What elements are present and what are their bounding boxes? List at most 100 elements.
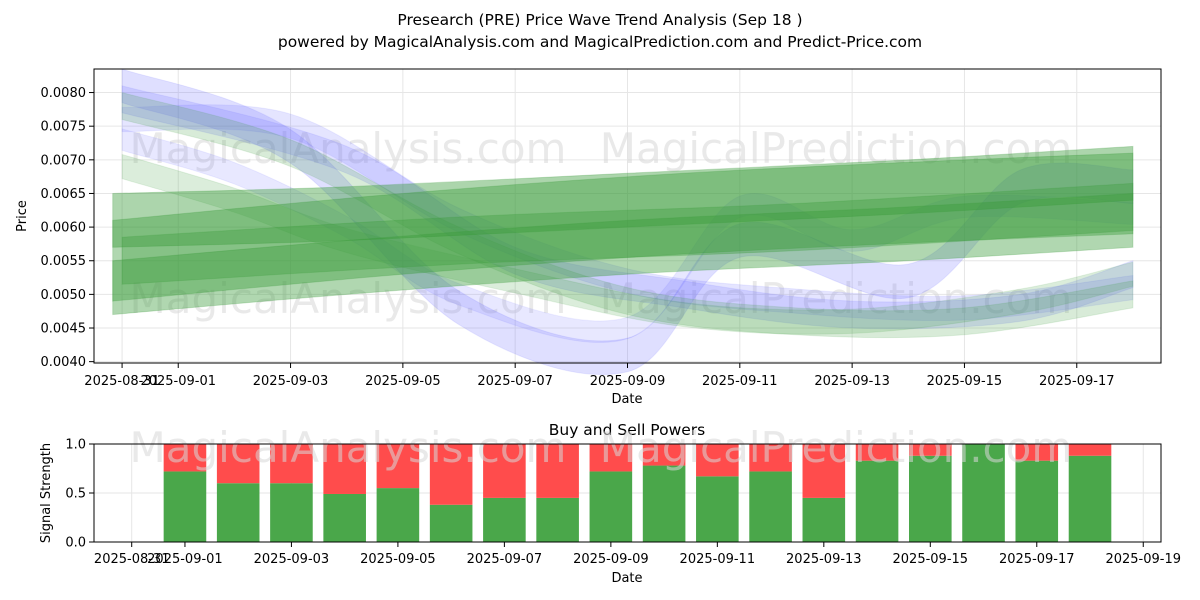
sell-power-bar bbox=[909, 444, 952, 456]
buy-power-bar bbox=[376, 488, 420, 542]
price-x-tick-label: 2025-09-13 bbox=[814, 374, 890, 389]
buy-sell-x-tick-label: 2025-09-19 bbox=[1105, 552, 1181, 567]
green-wave-band bbox=[112, 145, 1134, 248]
buy-sell-x-tick-label: 2025-09-11 bbox=[680, 552, 756, 567]
sell-power-bar bbox=[642, 444, 686, 466]
green-wave-band bbox=[112, 192, 1134, 316]
buy-power-bar bbox=[909, 455, 952, 542]
buy-sell-y-tick-label: 0.5 bbox=[65, 487, 86, 502]
sell-power-bar bbox=[216, 444, 260, 484]
buy-power-bar bbox=[483, 497, 526, 542]
sell-power-bar bbox=[270, 444, 313, 484]
watermark-text: MagicalPrediction.com bbox=[600, 423, 1073, 472]
buy-power-bar bbox=[1068, 455, 1112, 542]
buy-power-bar bbox=[855, 460, 899, 542]
buy-sell-x-axis-label: Date bbox=[611, 571, 642, 586]
price-x-tick-label: 2025-09-03 bbox=[253, 374, 329, 389]
blue-wave-band bbox=[121, 128, 1134, 343]
buy-sell-x-tick-label: 2025-09-03 bbox=[254, 552, 330, 567]
chart-title: Presearch (PRE) Price Wave Trend Analysi… bbox=[397, 11, 802, 29]
sell-power-bar bbox=[802, 444, 846, 498]
buy-power-bar bbox=[270, 483, 313, 542]
price-wave-panel: MagicalAnalysis.com MagicalPrediction.co… bbox=[15, 68, 1162, 407]
watermark-text: MagicalAnalysis.com bbox=[130, 274, 567, 323]
buy-sell-x-tick-label: 2025-08-31 bbox=[94, 552, 170, 567]
buy-sell-x-tick-label: 2025-09-01 bbox=[147, 552, 223, 567]
price-y-tick-label: 0.0055 bbox=[41, 254, 87, 269]
price-grid bbox=[94, 69, 1161, 363]
buy-sell-y-ticks: 0.0 0.5 1.0 bbox=[65, 438, 94, 551]
buy-power-bar bbox=[749, 471, 792, 542]
blue-wave-band bbox=[121, 104, 1134, 322]
watermark-text: MagicalPrediction.com bbox=[600, 274, 1073, 323]
price-x-tick-label: 2025-08-31 bbox=[84, 374, 160, 389]
sell-power-bar bbox=[536, 444, 579, 498]
price-watermarks: MagicalAnalysis.com MagicalPrediction.co… bbox=[130, 124, 1073, 323]
sell-power-bar bbox=[483, 444, 526, 498]
chart-subtitle: powered by MagicalAnalysis.com and Magic… bbox=[278, 33, 922, 51]
blue-wave-band bbox=[121, 68, 1134, 375]
price-y-tick-label: 0.0040 bbox=[41, 355, 87, 370]
buy-sell-x-tick-label: 2025-09-13 bbox=[786, 552, 862, 567]
price-x-tick-label: 2025-09-17 bbox=[1039, 374, 1115, 389]
sell-power-bar bbox=[376, 444, 420, 489]
buy-sell-x-tick-label: 2025-09-07 bbox=[467, 552, 543, 567]
price-x-tick-label: 2025-09-15 bbox=[927, 374, 1003, 389]
sell-power-bar bbox=[1068, 444, 1112, 456]
green-wave-band bbox=[112, 152, 1134, 302]
sell-power-bar bbox=[429, 444, 473, 505]
buy-power-bar bbox=[962, 444, 1005, 542]
buy-power-bar bbox=[323, 493, 366, 542]
sell-power-bar bbox=[163, 444, 207, 472]
green-wave-band bbox=[121, 182, 1134, 285]
price-y-tick-label: 0.0065 bbox=[41, 187, 87, 202]
price-y-tick-label: 0.0075 bbox=[41, 120, 87, 135]
buy-sell-x-tick-label: 2025-09-05 bbox=[360, 552, 436, 567]
price-y-tick-label: 0.0070 bbox=[41, 153, 87, 168]
buy-sell-y-tick-label: 1.0 bbox=[65, 438, 86, 453]
sell-power-bar bbox=[855, 444, 899, 461]
buy-power-bar bbox=[802, 497, 846, 542]
blue-wave-band bbox=[121, 85, 1134, 330]
buy-power-bar bbox=[536, 497, 579, 542]
buy-sell-bars bbox=[163, 444, 1112, 542]
buy-sell-title: Buy and Sell Powers bbox=[549, 421, 706, 439]
price-wave-series bbox=[112, 68, 1134, 375]
price-y-axis-label: Price bbox=[15, 200, 30, 232]
price-y-tick-label: 0.0045 bbox=[41, 322, 87, 337]
buy-power-bar bbox=[696, 476, 739, 542]
buy-sell-panel: Buy and Sell Powers MagicalAnalysis.com … bbox=[39, 421, 1181, 586]
buy-sell-y-axis-label: Signal Strength bbox=[39, 443, 54, 543]
buy-power-bar bbox=[589, 471, 633, 542]
buy-sell-x-tick-label: 2025-09-17 bbox=[999, 552, 1075, 567]
watermark-text: MagicalPrediction.com bbox=[600, 124, 1073, 173]
price-x-tick-label: 2025-09-01 bbox=[140, 374, 216, 389]
buy-sell-x-tick-label: 2025-09-09 bbox=[573, 552, 649, 567]
sell-power-bar bbox=[1015, 444, 1059, 461]
buy-power-bar bbox=[163, 471, 207, 542]
watermark-text: MagicalAnalysis.com bbox=[130, 423, 567, 472]
sell-power-bar bbox=[323, 444, 366, 494]
buy-sell-x-tick-label: 2025-09-15 bbox=[893, 552, 969, 567]
price-x-tick-label: 2025-09-07 bbox=[477, 374, 553, 389]
price-y-tick-label: 0.0080 bbox=[41, 86, 87, 101]
price-x-tick-label: 2025-09-11 bbox=[702, 374, 778, 389]
green-wave-band bbox=[121, 91, 1134, 339]
buy-power-bar bbox=[642, 465, 686, 542]
buy-power-bar bbox=[1015, 460, 1059, 542]
price-x-tick-label: 2025-09-05 bbox=[365, 374, 441, 389]
buy-power-bar bbox=[429, 504, 473, 542]
watermark-text: MagicalAnalysis.com bbox=[130, 124, 567, 173]
sell-power-bar bbox=[749, 444, 792, 472]
price-y-tick-label: 0.0050 bbox=[41, 288, 87, 303]
buy-sell-y-tick-label: 0.0 bbox=[65, 536, 86, 551]
green-wave-band bbox=[121, 153, 1134, 335]
buy-sell-watermarks: MagicalAnalysis.com MagicalPrediction.co… bbox=[130, 423, 1073, 472]
sell-power-bar bbox=[696, 444, 739, 477]
price-x-axis-label: Date bbox=[611, 392, 642, 407]
price-x-tick-label: 2025-09-09 bbox=[590, 374, 666, 389]
